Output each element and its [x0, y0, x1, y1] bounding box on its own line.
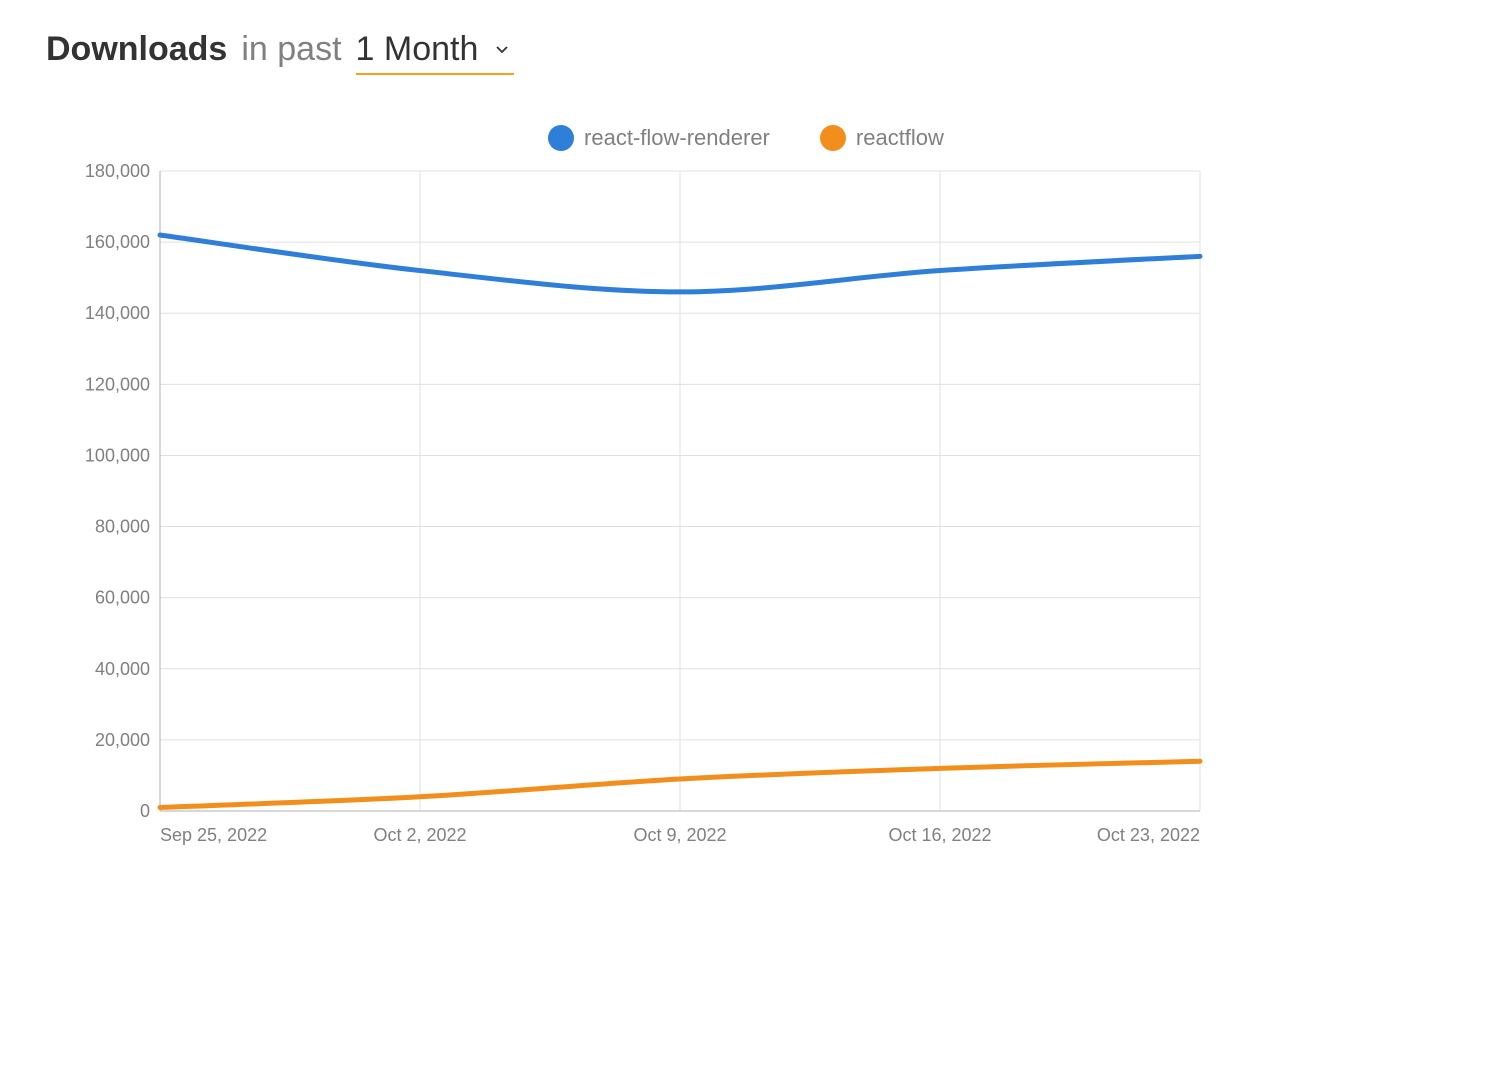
- x-tick-label: Sep 25, 2022: [160, 825, 267, 845]
- x-tick-label: Oct 23, 2022: [1097, 825, 1200, 845]
- y-tick-label: 120,000: [85, 374, 150, 394]
- x-tick-label: Oct 2, 2022: [373, 825, 466, 845]
- y-tick-label: 20,000: [95, 730, 150, 750]
- chart-container: 0 20,000 40,000 60,000 80,000 100,000 120,000 1…: [40, 161, 1452, 901]
- title-light: in past: [241, 30, 341, 69]
- timeframe-dropdown[interactable]: 1 Month: [356, 30, 515, 75]
- legend-label: reactflow: [856, 125, 944, 151]
- header-row: Downloads in past 1 Month: [46, 30, 1452, 75]
- y-tick-label: 60,000: [95, 588, 150, 608]
- legend-item[interactable]: react-flow-renderer: [548, 125, 770, 151]
- downloads-line-chart: 0 20,000 40,000 60,000 80,000 100,000 120,000 1…: [40, 161, 1220, 901]
- y-tick-label: 180,000: [85, 161, 150, 181]
- dropdown-value: 1 Month: [356, 30, 479, 69]
- title-bold: Downloads: [46, 30, 227, 69]
- legend-dot-icon: [820, 125, 846, 151]
- legend-item[interactable]: reactflow: [820, 125, 944, 151]
- y-tick-label: 80,000: [95, 517, 150, 537]
- y-tick-label: 40,000: [95, 659, 150, 679]
- legend-label: react-flow-renderer: [584, 125, 770, 151]
- y-tick-label: 0: [140, 801, 150, 821]
- chart-legend: react-flow-renderer reactflow: [40, 125, 1452, 151]
- chevron-down-icon: [496, 46, 508, 54]
- y-tick-label: 160,000: [85, 232, 150, 252]
- x-tick-label: Oct 16, 2022: [888, 825, 991, 845]
- y-tick-label: 140,000: [85, 303, 150, 323]
- legend-dot-icon: [548, 125, 574, 151]
- x-tick-label: Oct 9, 2022: [633, 825, 726, 845]
- y-tick-label: 100,000: [85, 445, 150, 465]
